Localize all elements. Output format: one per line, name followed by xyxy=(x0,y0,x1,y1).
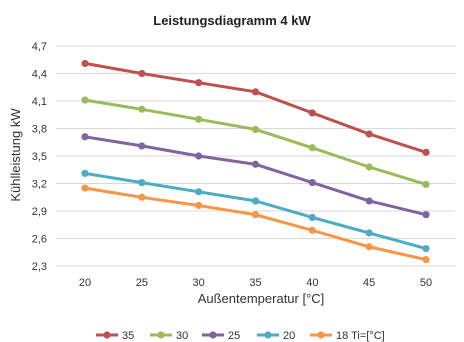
legend-item: 30 xyxy=(150,330,188,342)
data-point xyxy=(138,69,146,78)
y-tick-label: 4,1 xyxy=(32,96,47,108)
data-point xyxy=(195,79,203,87)
data-point xyxy=(251,197,260,205)
legend-label: 30 xyxy=(176,330,188,342)
data-point xyxy=(195,201,203,210)
y-tick-label: 4,4 xyxy=(32,69,47,81)
legend-item: 20 xyxy=(257,330,295,342)
data-point xyxy=(81,59,89,68)
data-point xyxy=(195,115,203,123)
legend-marker xyxy=(264,331,272,339)
data-point xyxy=(422,148,430,156)
data-point xyxy=(422,211,430,219)
x-tick-label: 45 xyxy=(363,277,375,289)
data-point xyxy=(195,152,203,160)
data-point xyxy=(251,88,260,96)
series xyxy=(81,184,430,264)
data-point xyxy=(81,184,89,192)
grid xyxy=(56,45,455,267)
y-tick-label: 4,7 xyxy=(32,41,47,53)
data-point xyxy=(422,180,430,189)
y-tick-label: 2,9 xyxy=(32,206,47,218)
legend-label: 25 xyxy=(228,330,240,342)
legend-marker xyxy=(103,331,111,339)
x-axis-label: Außentemperatur [°C] xyxy=(198,291,325,306)
series xyxy=(81,59,430,156)
data-point xyxy=(308,178,316,187)
data-point xyxy=(422,255,430,264)
series-layer xyxy=(81,59,430,264)
y-axis-ticks: 2,3 2,6 2,9 3,2 3,5 3,8 4,1 4,4 4,7 xyxy=(32,41,47,273)
data-point xyxy=(138,178,146,187)
y-tick-label: 2,6 xyxy=(32,234,47,246)
data-point xyxy=(365,197,373,205)
data-point xyxy=(251,125,260,134)
data-point xyxy=(195,188,203,196)
x-axis-ticks: 20 25 30 35 40 45 50 xyxy=(79,277,432,289)
legend-marker xyxy=(209,331,217,339)
x-tick-label: 50 xyxy=(420,277,432,289)
y-tick-label: 2,3 xyxy=(32,261,47,273)
data-point xyxy=(365,130,373,138)
x-tick-label: 35 xyxy=(249,277,261,289)
legend-label: 35 xyxy=(122,330,134,342)
data-point xyxy=(365,229,373,237)
legend-item: 25 xyxy=(202,330,240,342)
legend-marker xyxy=(157,331,165,339)
legend-marker xyxy=(317,331,325,339)
legend-label: 20 xyxy=(283,330,295,342)
data-point xyxy=(365,243,373,251)
y-tick-label: 3,5 xyxy=(32,151,47,163)
y-tick-label: 3,2 xyxy=(32,179,47,191)
x-tick-label: 40 xyxy=(306,277,318,289)
data-point xyxy=(81,96,89,104)
chart-title: Leistungsdiagramm 4 kW xyxy=(153,13,311,28)
data-point xyxy=(138,105,146,113)
series xyxy=(81,96,430,189)
legend-label: 18 Ti=[°C] xyxy=(336,330,385,342)
data-point xyxy=(365,163,373,171)
data-point xyxy=(251,211,260,219)
data-point xyxy=(422,244,430,253)
x-tick-label: 25 xyxy=(136,277,148,289)
data-point xyxy=(308,109,316,117)
y-axis-label: Kühlleistung kW xyxy=(8,108,23,202)
y-tick-label: 3,8 xyxy=(32,124,47,136)
data-point xyxy=(251,160,260,168)
series xyxy=(81,133,430,219)
series xyxy=(81,169,430,253)
legend-item: 35 xyxy=(96,330,134,342)
legend-item: 18 Ti=[°C] xyxy=(310,330,385,342)
data-point xyxy=(81,169,89,178)
x-tick-label: 30 xyxy=(193,277,205,289)
series-line xyxy=(84,98,427,186)
x-tick-label: 20 xyxy=(79,277,91,289)
data-point xyxy=(138,193,146,201)
legend: 35 30 25 20 18 Ti=[°C] xyxy=(96,330,385,342)
data-point xyxy=(81,133,89,141)
data-point xyxy=(138,142,146,150)
data-point xyxy=(308,144,316,152)
data-point xyxy=(308,226,316,234)
data-point xyxy=(308,213,316,222)
